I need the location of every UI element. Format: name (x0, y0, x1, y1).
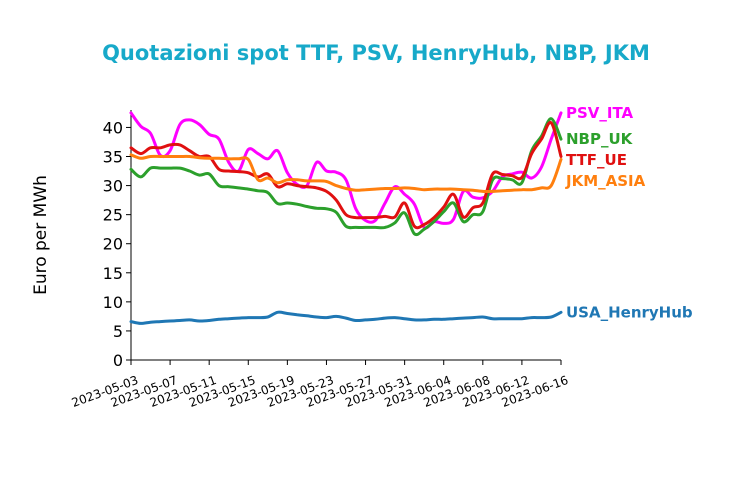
axes (130, 110, 561, 361)
series-label-ttf-ue: TTF_UE (566, 151, 627, 169)
y-tick-label: 30 (103, 177, 123, 196)
x-axis-ticks: 2023-05-032023-05-072023-05-112023-05-15… (70, 360, 570, 410)
y-tick-label: 40 (103, 118, 123, 137)
series-line-nbp-uk (129, 117, 563, 237)
y-axis-ticks: 0 5 10 15 20 25 30 35 40 (103, 118, 131, 370)
series-label-jkm-asia: JKM_ASIA (565, 172, 646, 190)
chart-title: Quotazioni spot TTF, PSV, HenryHub, NBP,… (102, 41, 650, 65)
series-label-psv-ita: PSV_ITA (566, 104, 634, 122)
series-label-nbp-uk: NBP_UK (566, 130, 634, 148)
y-tick-label: 35 (103, 148, 123, 167)
y-tick-label: 20 (103, 235, 123, 254)
y-tick-label: 0 (113, 351, 123, 370)
y-axis-label: Euro per MWh (31, 175, 51, 295)
y-tick-label: 10 (103, 293, 123, 312)
y-tick-label: 15 (103, 264, 123, 283)
series-lines (129, 111, 563, 325)
y-tick-label: 5 (113, 322, 123, 341)
series-line-psv-ita (129, 111, 563, 230)
series-label-usa-henryhub: USA_HenryHub (566, 303, 693, 321)
series-line-usa-henryhub (129, 310, 563, 325)
y-tick-label: 25 (103, 206, 123, 225)
series-line-jkm-asia (129, 153, 563, 194)
series-labels: PSV_ITA NBP_UK TTF_UE JKM_ASIA USA_HenryHub (565, 104, 693, 321)
